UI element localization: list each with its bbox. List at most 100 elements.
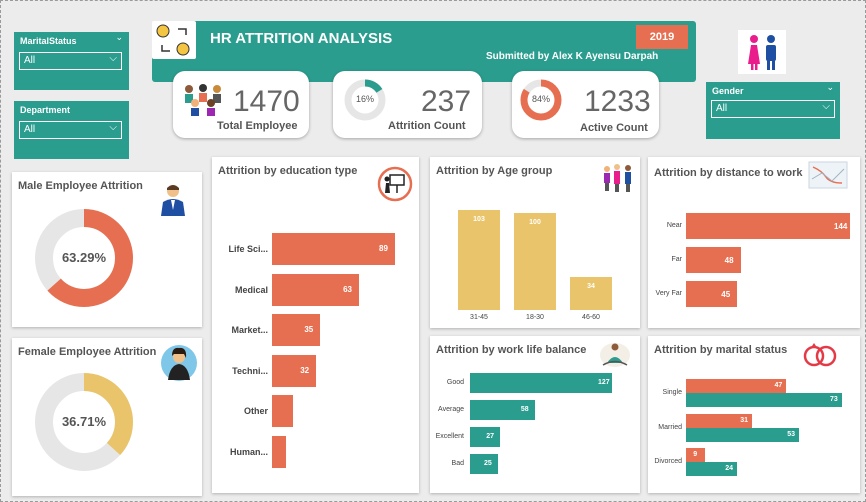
presentation-board-icon <box>377 166 413 202</box>
worklife-bar <box>470 427 501 447</box>
worklife-category-label: Excellent <box>435 433 464 440</box>
education-bar <box>272 233 395 265</box>
chevron-down-icon[interactable]: ⌄ <box>115 32 123 42</box>
distance-category-label: Far <box>671 256 683 263</box>
chevron-down-icon[interactable]: ⌄ <box>826 82 834 92</box>
age-chart-title: Attrition by Age group <box>436 165 553 177</box>
chevron-down-icon: ⌵ <box>109 122 117 133</box>
marital-bar-teal <box>686 428 800 442</box>
marital-coral-value: 47 <box>774 382 783 389</box>
active-count-caption: Active Count <box>580 122 648 134</box>
worklife-value-label: 127 <box>598 379 610 386</box>
female-attrition-percent: 36.71% <box>61 414 107 429</box>
worklife-chart-title: Attrition by work life balance <box>436 344 587 356</box>
education-category-label: Life Sci... <box>228 244 268 254</box>
male-attrition-donut: 63.29% <box>32 206 136 310</box>
marital-bar-coral <box>686 379 787 393</box>
marital-category-label: Divorced <box>654 458 682 465</box>
marital-bar-coral <box>686 414 753 428</box>
marital-coral-value: 9 <box>693 451 698 458</box>
distance-bar <box>686 247 741 273</box>
slicer-label: Department <box>20 105 71 115</box>
age-value-label: 103 <box>473 216 485 223</box>
education-category-label: Other <box>243 406 268 416</box>
education-category-label: Human... <box>229 446 268 457</box>
gender-dropdown[interactable]: All ⌵ <box>711 100 835 118</box>
education-chart-title: Attrition by education type <box>218 165 358 177</box>
distance-bar <box>686 213 850 239</box>
marital-chart-title: Attrition by marital status <box>654 344 788 356</box>
distance-chart-title: Attrition by distance to work <box>654 167 803 179</box>
chevron-down-icon: ⌵ <box>822 101 830 112</box>
age-group-icon <box>600 163 636 193</box>
worklife-category-label: Good <box>446 379 464 386</box>
kpi-active-count: 84% 1233 Active Count <box>512 71 659 138</box>
marital-bar-teal <box>686 462 738 476</box>
marital-category-label: Married <box>658 424 682 431</box>
female-employee-icon <box>160 342 198 384</box>
age-chart-card: Attrition by Age group 103 31-45 100 18-30 3… <box>430 157 640 328</box>
marital-bar-teal <box>686 393 842 407</box>
worklife-bar <box>470 400 535 420</box>
rings-icon <box>800 342 840 368</box>
education-category-label: Techni... <box>232 365 268 376</box>
page-title: HR ATTRITION ANALYSIS <box>210 30 393 47</box>
marital-category-label: Single <box>662 389 682 396</box>
marital-status-dropdown[interactable]: All ⌵ <box>19 52 122 70</box>
attrition-donut-label: 16% <box>355 94 374 104</box>
distance-value-label: 45 <box>721 290 731 299</box>
marital-teal-value: 73 <box>830 396 838 403</box>
education-bar <box>272 354 317 387</box>
gender-slicer[interactable]: Gender ⌄ All ⌵ <box>706 82 840 139</box>
education-value-label: 89 <box>379 244 388 253</box>
age-value-label: 100 <box>529 218 541 226</box>
marital-coral-value: 31 <box>740 417 749 424</box>
marital-status-slicer[interactable]: MaritalStatus ⌄ All ⌵ <box>14 32 129 90</box>
worklife-bar <box>470 454 498 474</box>
worklife-category-label: Average <box>438 406 464 413</box>
marital-teal-value: 24 <box>725 465 734 472</box>
education-category-label: Medical <box>234 284 268 295</box>
age-category-label: 31-45 <box>470 314 488 321</box>
education-value-label: 63 <box>343 284 352 294</box>
distance-value-label: 144 <box>834 222 848 231</box>
distance-category-label: Very Far <box>655 290 682 297</box>
year-badge: 2019 <box>636 25 688 49</box>
attrition-count-caption: Attrition Count <box>388 120 466 132</box>
education-value-label: 32 <box>300 365 310 375</box>
age-bar <box>570 276 612 310</box>
kpi-total-employee: 1470 Total Employee <box>173 71 309 138</box>
department-dropdown[interactable]: All ⌵ <box>19 121 122 139</box>
kpi-attrition-count: 16% 237 Attrition Count <box>333 71 482 138</box>
marital-bar-coral <box>686 448 706 462</box>
marital-teal-value: 53 <box>787 431 796 438</box>
department-slicer[interactable]: Department All ⌵ <box>14 101 129 159</box>
age-bar <box>458 210 500 310</box>
gender-icon <box>738 30 786 74</box>
slicer-label: Gender <box>712 86 744 96</box>
people-exchange-icon <box>152 21 196 59</box>
dropdown-value: All <box>24 124 36 135</box>
age-category-label: 18-30 <box>526 314 544 321</box>
distance-value-label: 48 <box>724 256 734 265</box>
distance-chart-card: Attrition by distance to work 144 Near 48 F… <box>648 157 860 328</box>
distance-category-label: Near <box>666 222 682 229</box>
meditation-icon <box>598 339 632 369</box>
attrition-count-value: 237 <box>421 85 472 118</box>
education-bar <box>272 435 286 468</box>
chevron-down-icon: ⌵ <box>109 53 117 64</box>
dropdown-value: All <box>716 103 728 114</box>
worklife-chart-card: Attrition by work life balance 127 Good 58… <box>430 336 640 493</box>
route-map-icon <box>808 161 848 189</box>
active-donut: 84% <box>518 77 564 123</box>
total-employee-caption: Total Employee <box>217 120 298 132</box>
age-value-label: 34 <box>587 282 595 290</box>
total-employee-value: 1470 <box>233 85 300 118</box>
page-subtitle: Submitted by Alex K Ayensu Darpah <box>486 51 659 62</box>
age-bar <box>514 212 556 310</box>
female-attrition-donut: 36.71% <box>32 370 136 474</box>
education-chart-card: Attrition by education type Life Sci... 8… <box>212 157 419 493</box>
female-attrition-card: Female Employee Attrition 36.71% <box>12 338 202 496</box>
education-value-label: 35 <box>304 325 314 334</box>
male-attrition-card: Male Employee Attrition 63.29% <box>12 172 202 327</box>
